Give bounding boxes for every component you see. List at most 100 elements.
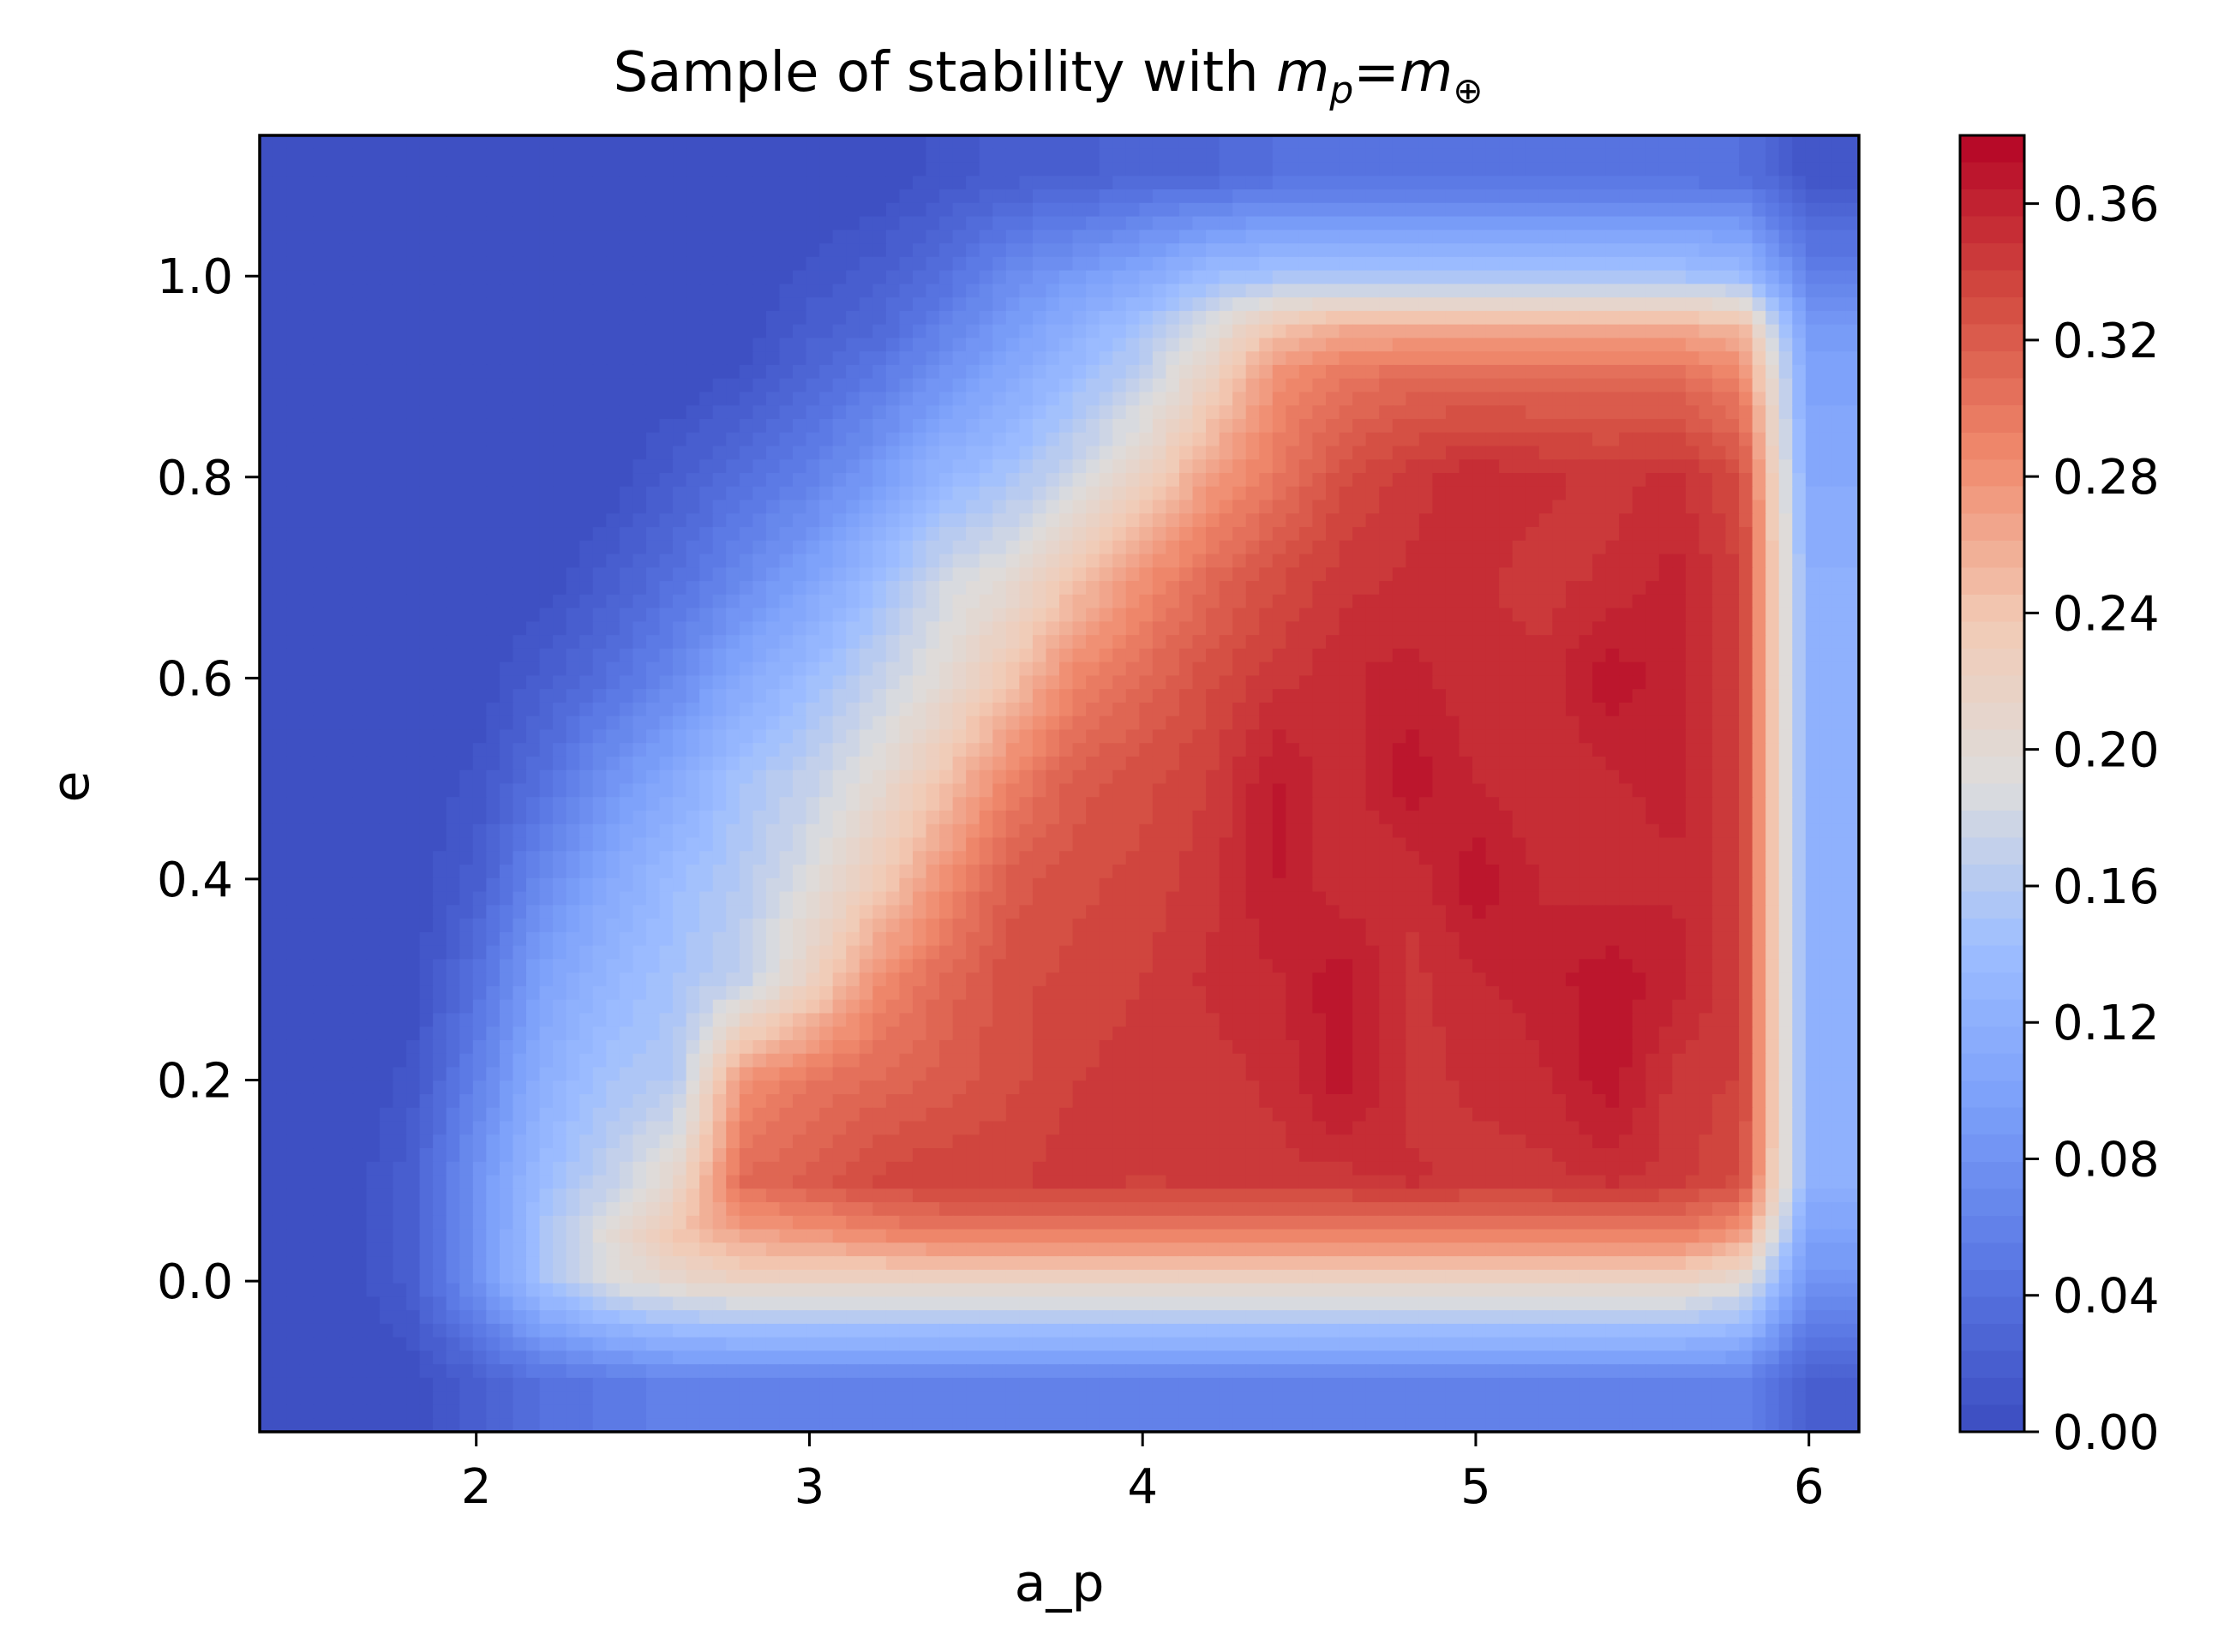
heatmap-cell [1538,230,1554,244]
heatmap-cell [846,513,860,528]
heatmap-cell [273,256,287,272]
heatmap-cell [1125,527,1141,542]
heatmap-cell [793,135,807,150]
heatmap-cell [419,513,435,528]
heatmap-cell [619,527,634,542]
heatmap-cell [1646,135,1660,150]
heatmap-cell [339,527,354,542]
heatmap-cell [1619,378,1634,393]
heatmap-cell [459,581,474,596]
heatmap-cell [992,675,1007,691]
heatmap-cell [592,324,608,339]
heatmap-cell [939,243,954,258]
heatmap-cell [619,594,634,609]
heatmap-cell [513,635,527,649]
heatmap-cell [313,661,327,677]
heatmap-cell [832,297,848,312]
heatmap-cell [645,621,661,637]
heatmap-cell [1499,567,1514,582]
heatmap-cell [1619,351,1634,366]
heatmap-cell [1206,473,1220,488]
heatmap-cell [1765,432,1780,447]
heatmap-cell [566,486,581,501]
heatmap-cell [592,364,608,380]
heatmap-cell [885,148,901,164]
heatmap-cell [1565,148,1580,164]
heatmap-cell [1019,621,1034,637]
heatmap-cell [619,621,634,637]
heatmap-cell [1499,351,1514,366]
heatmap-cell [1072,500,1087,515]
heatmap-cell [1379,661,1394,677]
heatmap-cell [952,459,968,474]
heatmap-cell [1445,594,1460,609]
heatmap-cell [286,270,301,285]
heatmap-cell [513,392,527,407]
heatmap-cell [1672,486,1687,501]
heatmap-cell [486,473,501,488]
heatmap-cell [699,594,714,609]
heatmap-cell [752,567,767,582]
heatmap-cell [1392,256,1407,272]
heatmap-cell [1139,513,1154,528]
heatmap-cell [1472,405,1487,420]
heatmap-cell [1112,473,1127,488]
heatmap-cell [1579,648,1593,663]
heatmap-cell [1406,567,1420,582]
heatmap-cell [939,405,954,420]
heatmap-cell [912,486,927,501]
heatmap-cell [1032,540,1047,555]
heatmap-cell [1352,189,1367,204]
heatmap-cell [579,176,594,190]
heatmap-cell [486,392,501,407]
heatmap-cell [366,216,381,231]
heatmap-cell [806,540,820,555]
heatmap-cell [819,378,834,393]
heatmap-cell [1152,351,1167,366]
heatmap-cell [433,621,447,637]
heatmap-cell [1365,378,1381,393]
heatmap-cell [592,473,608,488]
heatmap-cell [406,256,421,272]
heatmap-cell [1605,216,1620,231]
heatmap-cell [1752,216,1767,231]
heatmap-cell [326,243,341,258]
heatmap-cell [526,418,541,434]
heatmap-cell [433,594,447,609]
heatmap-cell [846,148,860,164]
heatmap-cell [1166,513,1180,528]
heatmap-cell [1298,405,1314,420]
heatmap-cell [832,527,848,542]
heatmap-cell [1459,635,1473,649]
heatmap-cell [526,621,541,637]
heatmap-cell [553,338,567,353]
heatmap-cell [1658,338,1674,353]
heatmap-cell [765,405,781,420]
heatmap-cell [686,392,701,407]
heatmap-cell [1819,284,1833,299]
heatmap-cell [899,527,914,542]
heatmap-cell [286,661,301,677]
heatmap-cell [952,392,968,407]
heatmap-cell [273,608,287,623]
heatmap-cell [1805,256,1820,272]
heatmap-cell [819,608,834,623]
heatmap-cell [1086,486,1100,501]
heatmap-cell [1619,310,1634,326]
heatmap-cell [699,473,714,488]
heatmap-cell [1259,527,1274,542]
heatmap-cell [459,310,474,326]
heatmap-cell [1379,297,1394,312]
heatmap-cell [1725,297,1740,312]
heatmap-cell [1672,148,1687,164]
heatmap-cell [1406,432,1420,447]
heatmap-cell [1538,284,1554,299]
heatmap-cell [1658,230,1674,244]
heatmap-cell [1739,216,1753,231]
heatmap-cell [726,432,740,447]
heatmap-cell [472,392,488,407]
heatmap-cell [1166,135,1180,150]
heatmap-cell [313,378,327,393]
heatmap-cell [699,338,714,353]
heatmap-cell [966,256,980,272]
